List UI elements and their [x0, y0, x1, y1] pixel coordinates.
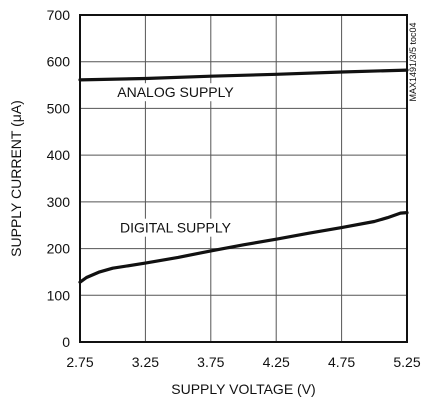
x-tick-label: 4.25 — [263, 354, 290, 370]
y-tick-label: 200 — [47, 241, 71, 257]
series-line-analog-supply — [78, 68, 409, 82]
y-tick-label: 0 — [62, 334, 70, 350]
figure-id-label: MAX1491/3/5 toc04 — [408, 22, 418, 101]
y-tick-label: 100 — [47, 287, 71, 303]
series-label-background — [114, 218, 237, 237]
y-tick-label: 400 — [47, 147, 71, 163]
series-lines — [78, 68, 409, 284]
series-label-background — [112, 83, 240, 102]
tick-labels: 2.75 3.25 3.75 4.25 4.75 5.25 0 100 200 300 400 500… — [47, 7, 421, 370]
y-tick-label: 500 — [47, 100, 71, 116]
x-tick-label: 5.25 — [393, 354, 420, 370]
y-axis-title: SUPPLY CURRENT (μA) — [8, 100, 24, 257]
series-line-digital-supply — [78, 211, 409, 284]
series-label-digital-supply: DIGITAL SUPPLY — [120, 220, 232, 236]
x-tick-label: 4.75 — [328, 354, 355, 370]
grid — [79, 14, 408, 343]
x-tick-label: 2.75 — [66, 354, 93, 370]
y-tick-label: 600 — [47, 54, 71, 70]
series-label-analog-supply: ANALOG SUPPLY — [117, 84, 234, 100]
x-tick-label: 3.75 — [197, 354, 224, 370]
series-labels: ANALOG SUPPLY DIGITAL SUPPLY — [112, 83, 240, 237]
x-tick-label: 3.25 — [132, 354, 159, 370]
plot-frame — [79, 14, 408, 343]
x-axis-title: SUPPLY VOLTAGE (V) — [171, 381, 315, 397]
y-tick-label: 300 — [47, 194, 71, 210]
y-tick-label: 700 — [47, 7, 71, 23]
